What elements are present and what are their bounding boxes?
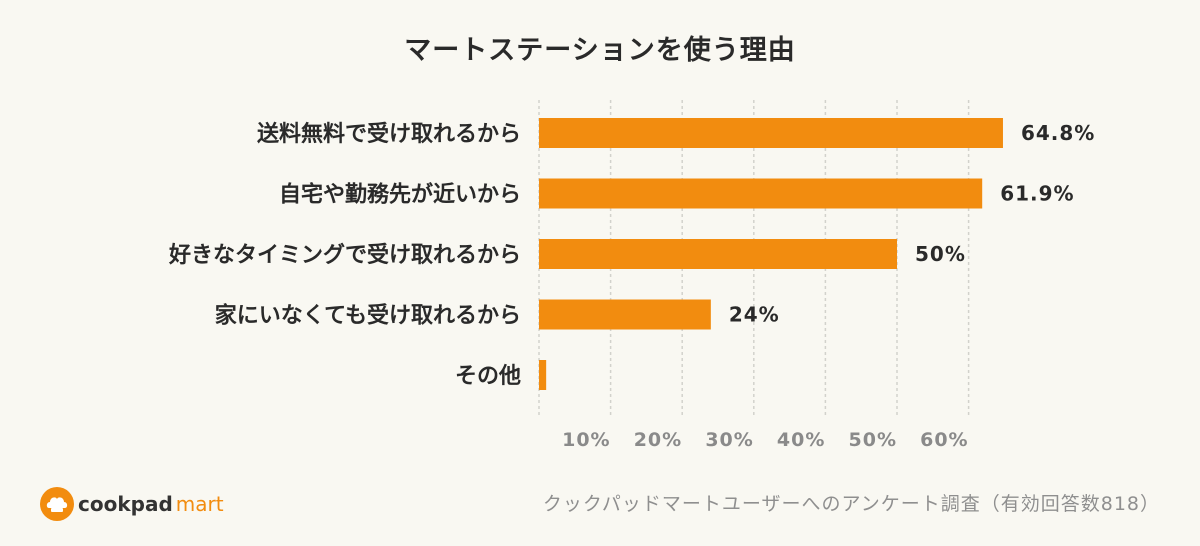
value-label: 61.9% [1000,182,1074,206]
source-note: クックパッドマートユーザーへのアンケート調査（有効回答数818） [542,493,1160,515]
tick-label: 50% [849,429,897,451]
category-label: その他 [455,364,521,389]
tick-label: 40% [777,429,825,451]
value-label: 50% [915,242,966,266]
chart-title: マートステーションを使う理由 [404,35,796,66]
bar [539,299,711,330]
category-label: 送料無料で受け取れるから [257,121,521,147]
category-label: 好きなタイミングで受け取れるから [168,242,521,268]
category-label: 家にいなくても受け取れるから [215,303,521,329]
chef-hat-icon [40,487,74,521]
value-label: 64.8% [1021,121,1095,145]
bar [539,118,1003,148]
tick-label: 30% [705,429,753,451]
tick-label: 20% [634,429,682,451]
cookpad-mart-logo: cookpad mart [40,487,224,521]
tick-label: 60% [920,429,968,451]
value-label: 24% [729,303,780,327]
bar [539,178,983,209]
logo-text-mart: mart [175,492,224,516]
category-label: 自宅や勤務先が近いから [279,182,521,208]
bar [539,360,547,390]
logo-text-cookpad: cookpad [78,492,173,516]
bar [539,239,897,269]
tick-label: 10% [562,429,610,451]
